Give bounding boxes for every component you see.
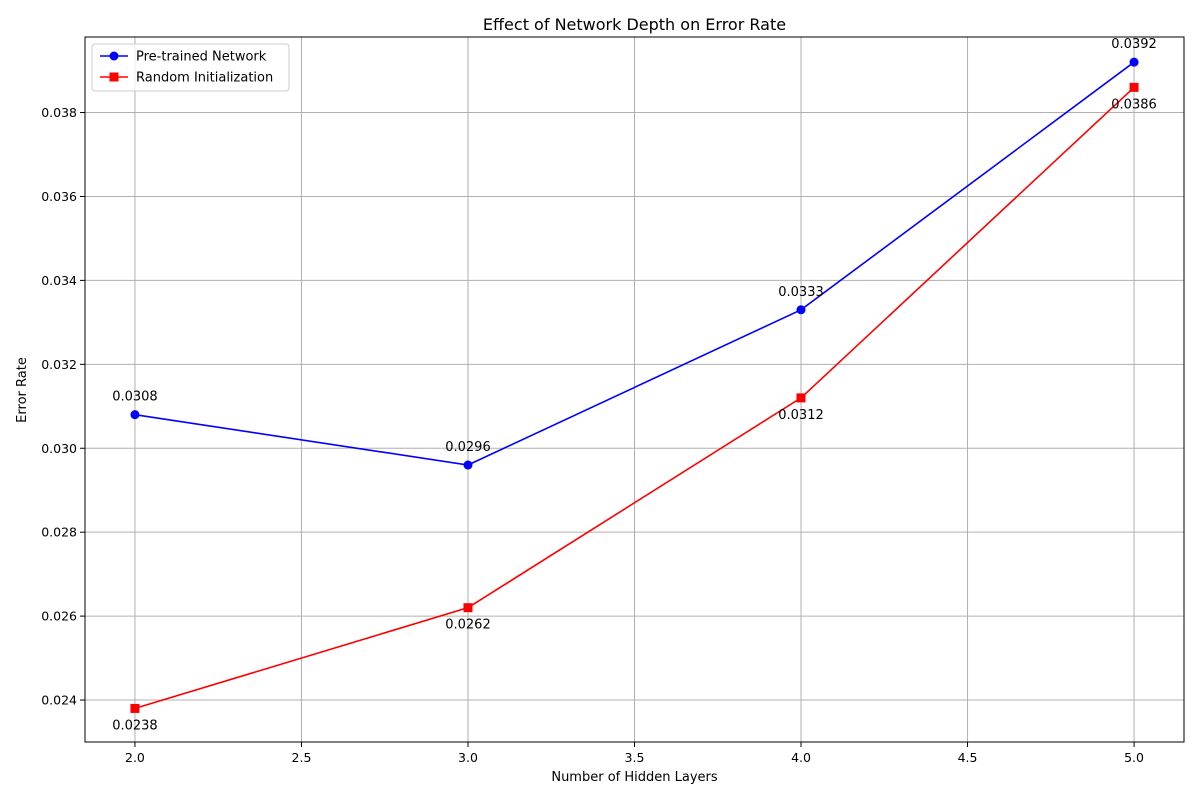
y-tick-label: 0.034	[41, 273, 77, 288]
data-label: 0.0312	[778, 408, 824, 423]
y-tick-label: 0.038	[41, 105, 77, 120]
data-point	[463, 603, 473, 613]
x-tick-label: 5.0	[1124, 750, 1144, 765]
x-axis-title: Number of Hidden Layers	[551, 770, 718, 785]
grid-lines	[85, 37, 1184, 742]
legend: Pre-trained Network Random Initialization	[91, 43, 290, 92]
y-tick-label: 0.030	[41, 441, 77, 456]
data-label: 0.0333	[778, 285, 824, 300]
chart-title: Effect of Network Depth on Error Rate	[483, 15, 786, 34]
y-tick-label: 0.036	[41, 189, 77, 204]
legend-box	[91, 43, 290, 92]
legend-item: Random Initialization	[100, 71, 273, 86]
x-tick-label: 3.5	[625, 750, 645, 765]
x-tick-label: 4.5	[958, 750, 978, 765]
data-label: 0.0308	[112, 390, 158, 405]
data-point	[796, 393, 806, 403]
x-tick-label: 4.0	[791, 750, 811, 765]
series-1: 0.0308 0.0296 0.0333 0.0392	[112, 37, 1157, 470]
data-point	[130, 410, 140, 420]
y-tick-label: 0.026	[41, 609, 77, 624]
data-point	[130, 703, 140, 713]
x-axis: 2.0 2.5 3.0 3.5 4.0 4.5 5.0	[125, 742, 1144, 765]
y-tick-label: 0.028	[41, 525, 77, 540]
y-tick-label: 0.024	[41, 693, 77, 708]
legend-marker	[109, 72, 119, 82]
x-tick-label: 3.0	[458, 750, 478, 765]
x-tick-label: 2.5	[292, 750, 312, 765]
data-point	[1129, 82, 1139, 92]
data-point	[463, 460, 473, 470]
legend-label: Pre-trained Network	[136, 50, 267, 65]
data-point	[796, 305, 806, 315]
legend-item: Pre-trained Network	[100, 50, 267, 65]
data-label: 0.0296	[445, 440, 491, 455]
series-line	[134, 86, 1135, 710]
data-label: 0.0392	[1111, 37, 1157, 52]
series-line	[134, 61, 1135, 466]
y-tick-label: 0.032	[41, 357, 77, 372]
data-point	[1129, 57, 1139, 67]
legend-marker	[109, 51, 119, 61]
series-layer: 0.0308 0.0296 0.0333 0.0392 0.0238 0.0262 0.03…	[112, 37, 1157, 733]
y-axis-title: Error Rate	[15, 357, 30, 423]
y-axis: 0.024 0.026 0.028 0.030 0.032 0.034 0.036 0.038	[41, 105, 85, 708]
data-label: 0.0262	[445, 618, 491, 633]
data-label: 0.0238	[112, 718, 158, 733]
x-tick-label: 2.0	[125, 750, 145, 765]
series-2: 0.0238 0.0262 0.0312 0.0386	[112, 82, 1157, 733]
data-label: 0.0386	[1111, 97, 1157, 112]
legend-label: Random Initialization	[136, 71, 273, 86]
